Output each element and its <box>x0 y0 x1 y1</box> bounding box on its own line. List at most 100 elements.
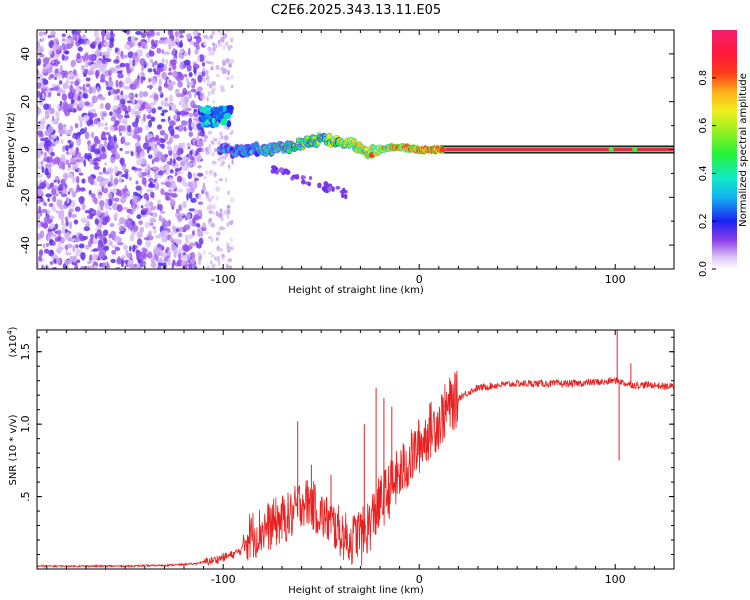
noise-blob <box>53 86 60 91</box>
noise-blob <box>148 30 155 37</box>
noise-blob <box>69 125 73 132</box>
noise-blob <box>51 115 55 122</box>
noise-blob <box>201 189 205 195</box>
noise-blob <box>75 132 82 136</box>
noise-blob <box>170 231 173 238</box>
noise-blob <box>47 209 51 215</box>
noise-blob <box>43 216 51 224</box>
noise-blob <box>79 200 84 205</box>
noise-blob <box>191 230 195 236</box>
upper-blob <box>215 113 220 118</box>
noise-blob <box>113 177 119 185</box>
noise-blob <box>61 93 68 102</box>
noise-blob <box>80 217 88 224</box>
noise-blob <box>55 257 61 265</box>
noise-blob <box>160 118 166 122</box>
scatter-blob <box>219 162 223 168</box>
noise-blob <box>193 92 197 99</box>
noise-blob <box>155 31 161 36</box>
noise-blob <box>152 61 155 68</box>
noise-blob <box>188 117 192 125</box>
noise-blob <box>146 31 149 36</box>
noise-blob <box>160 100 166 107</box>
noise-blob <box>43 243 46 249</box>
snr-multiplier-close: ) <box>8 326 19 330</box>
noise-blob <box>116 88 120 94</box>
noise-blob <box>159 90 162 96</box>
scatter-blob <box>206 205 211 210</box>
scatter-blob <box>229 132 233 136</box>
scatter-blob <box>227 164 231 168</box>
noise-blob <box>189 155 195 161</box>
scatter-blob <box>211 141 215 145</box>
noise-blob <box>61 53 65 61</box>
noise-blob <box>119 132 123 136</box>
y-tick-label: 1.0 <box>19 415 32 433</box>
noise-blob <box>197 74 203 83</box>
scatter-blob <box>230 37 234 43</box>
noise-blob <box>166 167 169 176</box>
noise-blob <box>161 49 165 54</box>
noise-blob <box>109 69 113 75</box>
noise-blob <box>190 197 197 203</box>
noise-blob <box>185 234 189 242</box>
noise-blob <box>187 183 194 188</box>
noise-blob <box>74 80 80 87</box>
scatter-blob <box>208 217 213 223</box>
noise-blob <box>158 78 162 86</box>
noise-blob <box>43 157 47 162</box>
noise-blob <box>59 80 63 85</box>
noise-blob <box>68 187 74 193</box>
noise-blob <box>115 67 119 75</box>
noise-blob <box>93 157 99 162</box>
noise-blob <box>87 265 90 269</box>
noise-blob <box>166 38 173 45</box>
scatter-blob <box>204 69 209 76</box>
noise-blob <box>160 112 165 116</box>
noise-blob <box>50 53 55 59</box>
noise-blob <box>188 220 193 227</box>
noise-blob <box>54 156 61 164</box>
scatter-blob <box>227 209 231 215</box>
noise-blob <box>108 192 113 199</box>
upper-blob <box>226 105 234 110</box>
lower-branch-blob <box>272 169 277 173</box>
noise-blob <box>166 140 172 145</box>
noise-blob <box>183 224 191 231</box>
noise-blob <box>89 66 95 72</box>
scatter-blob <box>223 210 228 214</box>
noise-blob <box>113 134 117 142</box>
noise-blob <box>65 129 72 135</box>
noise-blob <box>174 173 177 177</box>
scatter-blob <box>220 217 224 222</box>
noise-blob <box>57 105 61 110</box>
noise-blob <box>43 103 50 110</box>
scatter-blob <box>203 54 207 59</box>
noise-blob <box>78 172 84 176</box>
colorbar-tick-label: 0.8 <box>698 70 709 86</box>
scatter-blob <box>202 250 207 255</box>
noise-blob <box>37 181 40 187</box>
noise-blob <box>198 237 204 245</box>
scatter-blob <box>216 195 219 201</box>
noise-blob <box>119 62 126 68</box>
noise-blob <box>62 100 68 108</box>
noise-blob <box>182 200 187 209</box>
noise-blob <box>104 51 111 59</box>
noise-blob <box>97 243 102 249</box>
snr-xlabel: Height of straight line (km) <box>288 585 424 596</box>
noise-blob <box>98 221 103 229</box>
noise-blob <box>94 197 98 205</box>
noise-blob <box>184 156 189 161</box>
noise-blob <box>188 208 196 212</box>
noise-blob <box>92 248 99 252</box>
noise-blob <box>37 90 40 98</box>
y-tick-label: -40 <box>19 236 32 254</box>
noise-blob <box>74 86 81 92</box>
noise-blob <box>103 41 110 47</box>
noise-blob <box>142 172 147 177</box>
snr-multiplier-exp: 4 <box>6 330 14 335</box>
noise-blob <box>64 110 70 117</box>
noise-blob <box>37 45 45 54</box>
noise-blob <box>77 186 81 192</box>
